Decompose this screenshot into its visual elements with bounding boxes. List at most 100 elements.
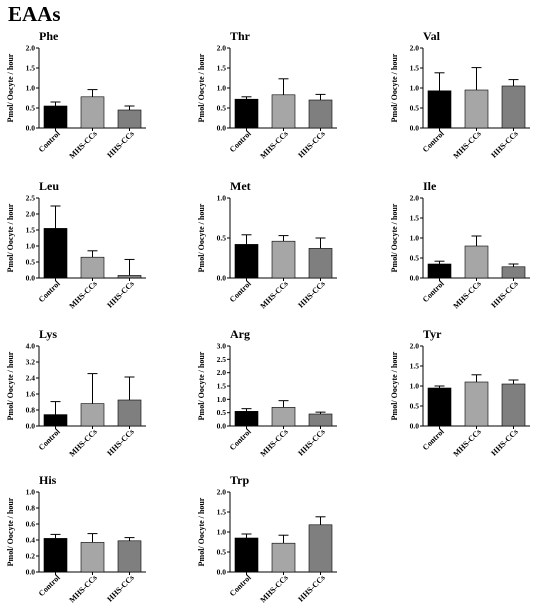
y-tick-label: 0.5 bbox=[410, 104, 420, 113]
y-tick-label: 0.0 bbox=[410, 124, 420, 133]
chart-panel-his: His Pmol/ Oocyte / hour 0.0 0.2 0.4 0.6 0.8 1.0… bbox=[6, 473, 146, 605]
y-tick-label: 0.5 bbox=[217, 104, 227, 113]
chart-title: Phe bbox=[39, 29, 59, 43]
y-tick-label: 0.0 bbox=[26, 124, 36, 133]
y-tick-label: 0.0 bbox=[217, 568, 227, 577]
x-tick-label: HHS-CCs bbox=[105, 129, 136, 160]
y-tick-label: 1.5 bbox=[26, 64, 36, 73]
bar-mhs-ccs bbox=[464, 245, 489, 279]
x-tick-label: HHS-CCs bbox=[489, 279, 520, 310]
y-tick-label: 2.5 bbox=[217, 355, 227, 364]
chart-panel-phe: Phe Pmol/ Oocyte / hour 0.0 0.5 1.0 1.5 2.0 Con… bbox=[6, 29, 146, 161]
bar-mhs-ccs bbox=[464, 89, 489, 129]
y-tick-label: 0.5 bbox=[217, 548, 227, 557]
chart-title: Lys bbox=[39, 327, 57, 341]
bar-mhs-ccs bbox=[80, 96, 105, 129]
chart-title: His bbox=[39, 473, 57, 487]
bar-hhs-ccs bbox=[117, 275, 142, 279]
x-tick-label: Control bbox=[228, 129, 254, 155]
y-axis-label: Pmol/ Oocyte / hour bbox=[6, 351, 15, 420]
x-tick-label: MHS-CCs bbox=[67, 129, 99, 161]
y-tick-label: 0.5 bbox=[26, 104, 36, 113]
bar-hhs-ccs bbox=[308, 413, 333, 427]
x-tick-label: HHS-CCs bbox=[296, 129, 327, 160]
y-tick-label: 1.0 bbox=[217, 395, 227, 404]
y-axis-label: Pmol/ Oocyte / hour bbox=[390, 351, 399, 420]
y-axis-label: Pmol/ Oocyte / hour bbox=[197, 53, 206, 122]
y-tick-label: 2.0 bbox=[410, 342, 420, 351]
y-tick-label: 1.5 bbox=[217, 382, 227, 391]
y-tick-label: 0.5 bbox=[410, 254, 420, 263]
y-tick-label: 1.0 bbox=[217, 84, 227, 93]
chart-panel-val: Val Pmol/ Oocyte / hour 0.0 0.5 1.0 1.5 2.0 Con… bbox=[390, 29, 530, 161]
chart-panel-leu: Leu Pmol/ Oocyte / hour 0.0 0.5 1.0 1.5 2.0 2.5… bbox=[6, 179, 146, 311]
y-tick-label: 3.0 bbox=[217, 342, 227, 351]
y-tick-label: 1.5 bbox=[26, 226, 36, 235]
y-tick-label: 0.4 bbox=[26, 536, 36, 545]
chart-title: Tyr bbox=[423, 327, 442, 341]
bar-mhs-ccs bbox=[271, 240, 296, 279]
x-tick-label: MHS-CCs bbox=[258, 279, 290, 311]
y-tick-label: 0.5 bbox=[410, 402, 420, 411]
chart-title: Leu bbox=[39, 179, 59, 193]
y-axis-label: Pmol/ Oocyte / hour bbox=[390, 203, 399, 272]
bar-control bbox=[43, 414, 68, 427]
bar-control bbox=[43, 105, 68, 129]
y-tick-label: 2.0 bbox=[410, 194, 420, 203]
y-tick-label: 1.5 bbox=[410, 64, 420, 73]
x-tick-label: MHS-CCs bbox=[258, 129, 290, 161]
bar-hhs-ccs bbox=[117, 399, 142, 427]
y-tick-label: 2.0 bbox=[410, 44, 420, 53]
chart-title: Val bbox=[423, 29, 441, 43]
chart-panel-thr: Thr Pmol/ Oocyte / hour 0.0 0.5 1.0 1.5 2.0 Con… bbox=[197, 29, 337, 161]
x-tick-label: Control bbox=[421, 427, 447, 453]
bar-control bbox=[234, 98, 259, 129]
bar-hhs-ccs bbox=[308, 248, 333, 279]
chart-title: Met bbox=[230, 179, 251, 193]
bar-mhs-ccs bbox=[271, 407, 296, 427]
y-tick-label: 2.0 bbox=[217, 368, 227, 377]
x-tick-label: MHS-CCs bbox=[451, 279, 483, 311]
y-tick-label: 0.0 bbox=[410, 422, 420, 431]
bar-control bbox=[234, 244, 259, 279]
y-tick-label: 1.0 bbox=[26, 488, 36, 497]
y-tick-label: 0.8 bbox=[26, 504, 36, 513]
bar-hhs-ccs bbox=[308, 524, 333, 573]
x-tick-label: MHS-CCs bbox=[451, 129, 483, 161]
y-tick-label: 1.0 bbox=[217, 194, 227, 203]
y-tick-label: 1.0 bbox=[410, 84, 420, 93]
x-tick-label: HHS-CCs bbox=[489, 427, 520, 458]
y-tick-label: 4.0 bbox=[26, 342, 36, 351]
x-tick-label: Control bbox=[228, 573, 254, 599]
chart-title: Thr bbox=[230, 29, 251, 43]
x-tick-label: MHS-CCs bbox=[258, 573, 290, 605]
x-tick-label: Control bbox=[421, 129, 447, 155]
bar-control bbox=[234, 411, 259, 427]
bar-hhs-ccs bbox=[501, 383, 526, 427]
y-tick-label: 1.5 bbox=[410, 214, 420, 223]
bar-hhs-ccs bbox=[117, 540, 142, 573]
y-axis-label: Pmol/ Oocyte / hour bbox=[6, 53, 15, 122]
x-tick-label: Control bbox=[228, 279, 254, 305]
y-tick-label: 0.0 bbox=[217, 422, 227, 431]
page-title: EAAs bbox=[8, 2, 61, 26]
y-tick-label: 0.2 bbox=[26, 552, 36, 561]
y-tick-label: 1.5 bbox=[410, 362, 420, 371]
x-tick-label: HHS-CCs bbox=[489, 129, 520, 160]
y-tick-label: 2.0 bbox=[217, 44, 227, 53]
chart-panel-arg: Arg Pmol/ Oocyte / hour 0.0 0.5 1.0 1.5 2.0 2.5… bbox=[197, 327, 337, 459]
x-tick-label: Control bbox=[37, 573, 63, 599]
y-tick-label: 2.4 bbox=[26, 374, 36, 383]
x-tick-label: MHS-CCs bbox=[258, 427, 290, 459]
y-tick-label: 0.5 bbox=[217, 234, 227, 243]
x-tick-label: MHS-CCs bbox=[451, 427, 483, 459]
x-tick-label: MHS-CCs bbox=[67, 427, 99, 459]
bar-control bbox=[427, 263, 452, 279]
x-tick-label: Control bbox=[228, 427, 254, 453]
x-tick-label: Control bbox=[421, 279, 447, 305]
y-tick-label: 1.0 bbox=[26, 242, 36, 251]
x-tick-label: HHS-CCs bbox=[296, 427, 327, 458]
y-tick-label: 0.0 bbox=[26, 422, 36, 431]
bar-mhs-ccs bbox=[80, 542, 105, 573]
